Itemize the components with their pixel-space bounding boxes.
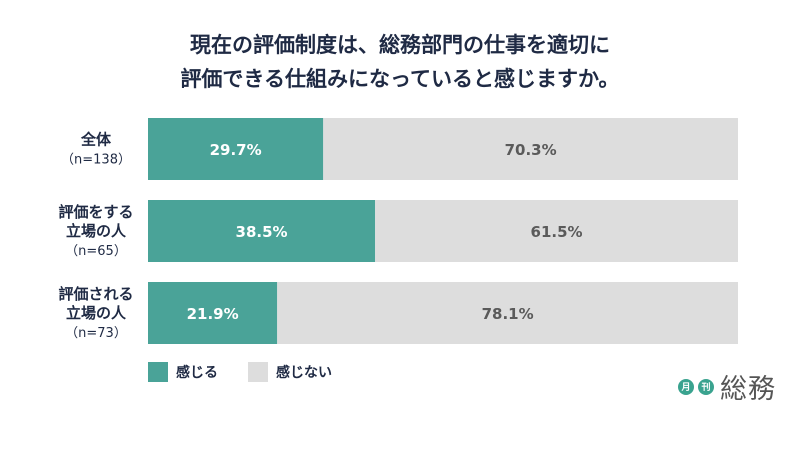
bar-segment [277, 282, 738, 344]
category-label: 立場の人 [66, 304, 127, 322]
category-label: 評価される [58, 285, 133, 303]
bar-segment [148, 282, 278, 344]
bar-segment [375, 200, 738, 262]
legend-swatch [248, 362, 268, 382]
legend-label: 感じない [276, 364, 332, 381]
chart-title: 現在の評価制度は、総務部門の仕事を適切に 評価できる仕組みになっていると感じます… [0, 28, 800, 96]
legend-swatch [148, 362, 168, 382]
chart-title-line-2: 評価できる仕組みになっていると感じますか。 [180, 67, 620, 91]
category-n-label: （n=138） [61, 153, 131, 168]
category-n-label: （n=65） [65, 244, 127, 259]
data-label: 61.5% [531, 223, 583, 241]
data-label: 78.1% [482, 305, 534, 323]
brand-badge-2: 刊 [698, 378, 714, 395]
bar-segment [323, 118, 738, 180]
category-n-label: （n=73） [65, 326, 127, 341]
category-label: 全体 [80, 131, 112, 149]
brand-logo: 月 刊 総務 [678, 367, 776, 406]
brand-name: 総務 [720, 374, 776, 405]
chart-title-line-1: 現在の評価制度は、総務部門の仕事を適切に [190, 33, 610, 57]
data-label: 21.9% [187, 305, 239, 323]
category-label: 立場の人 [66, 222, 127, 240]
bar-segment [148, 200, 376, 262]
data-label: 38.5% [236, 223, 288, 241]
bar-segment [148, 118, 324, 180]
category-label: 評価をする [58, 203, 133, 221]
data-label: 29.7% [210, 141, 262, 159]
legend-label: 感じる [176, 364, 218, 381]
brand-badge-1: 月 [678, 378, 694, 395]
data-label: 70.3% [505, 141, 557, 159]
